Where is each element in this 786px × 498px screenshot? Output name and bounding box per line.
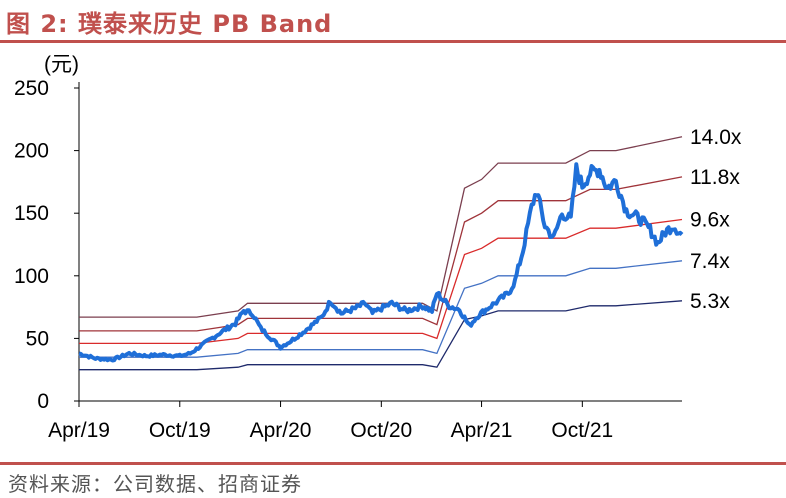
band-line-14.0x	[79, 136, 683, 318]
band-line-5.3x	[79, 300, 683, 371]
band-label-5.3x: 5.3x	[690, 290, 730, 313]
price-line-group	[78, 162, 684, 363]
price-line	[78, 162, 684, 363]
y-tick-label: 50	[26, 327, 49, 350]
y-tick-label: 200	[14, 140, 49, 163]
y-tick-label: 0	[37, 390, 49, 413]
band-label-14.0x: 14.0x	[690, 126, 742, 149]
y-tick-label: 100	[14, 265, 49, 288]
x-tick-label: Apr/20	[250, 419, 312, 442]
x-tick-label: Oct/20	[350, 419, 412, 442]
x-tick-label: Oct/19	[149, 419, 211, 442]
y-tick-label: 250	[14, 77, 49, 100]
y-tick-label: 150	[14, 202, 49, 225]
pb-band-chart: (元) 0 50 100 150 200 250 Apr/19 Oct/19 Apr/20 Oct/…	[14, 53, 742, 442]
band-label-7.4x: 7.4x	[690, 250, 730, 273]
title-divider	[0, 40, 786, 43]
band-line-9.6x	[79, 218, 683, 345]
band-labels: 14.0x 11.8x 9.6x 7.4x 5.3x	[690, 126, 742, 313]
page-title: 图 2: 璞泰来历史 PB Band	[6, 10, 333, 38]
axes: (元) 0 50 100 150 200 250 Apr/19 Oct/19 Apr/20 Oct/…	[14, 53, 682, 442]
footer-divider	[0, 462, 786, 465]
y-unit-label: (元)	[44, 53, 79, 76]
band-line-7.4x	[79, 260, 683, 358]
source-note: 资料来源：公司数据、招商证券	[8, 472, 302, 496]
band-line-11.8x	[79, 176, 683, 332]
x-tick-label: Apr/21	[451, 419, 513, 442]
band-label-11.8x: 11.8x	[690, 166, 740, 189]
x-tick-label: Apr/19	[48, 419, 110, 442]
band-label-9.6x: 9.6x	[690, 208, 730, 231]
band-lines	[79, 136, 683, 371]
x-tick-label: Oct/21	[551, 419, 613, 442]
